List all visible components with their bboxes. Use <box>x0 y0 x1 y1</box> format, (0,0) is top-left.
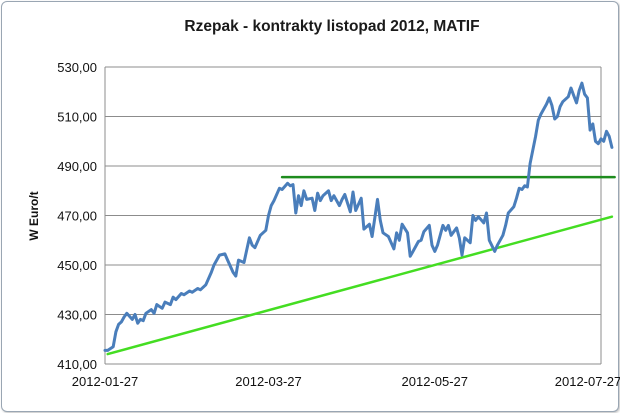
gridlines <box>104 66 602 365</box>
x-tick-label: 2012-01-27 <box>72 374 139 389</box>
support-line <box>106 215 614 356</box>
y-axis-label: W Euro/t <box>27 191 41 240</box>
x-tick-labels: 2012-01-27 2012-03-27 2012-05-27 2012-07-27 <box>72 374 620 389</box>
y-tick-label: 470,00 <box>57 209 97 224</box>
y-tick-label: 450,00 <box>57 258 97 273</box>
y-tick-label: 510,00 <box>57 110 97 125</box>
data-lines <box>103 81 616 356</box>
price-line <box>103 81 614 352</box>
x-tick-label: 2012-07-27 <box>555 374 620 389</box>
x-tick-label: 2012-03-27 <box>235 374 302 389</box>
chart-title: Rzepak - kontrakty listopad 2012, MATIF <box>184 18 479 35</box>
y-tick-labels: 410,00 430,00 450,00 470,00 490,00 510,00 530,… <box>57 60 97 372</box>
y-tick-label: 430,00 <box>57 308 97 323</box>
y-tick-label: 530,00 <box>57 60 97 75</box>
y-tick-label: 410,00 <box>57 357 97 372</box>
x-tick-label: 2012-05-27 <box>402 374 469 389</box>
y-tick-label: 490,00 <box>57 159 97 174</box>
